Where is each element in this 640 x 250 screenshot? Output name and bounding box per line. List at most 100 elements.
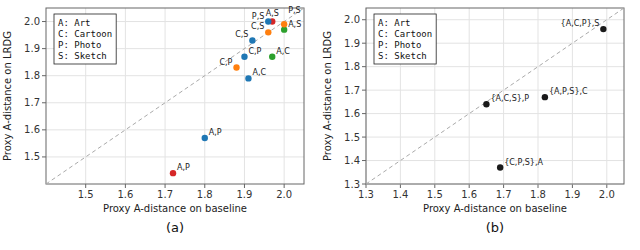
annotation-line: C: Cartoon (58, 29, 112, 39)
tick-mark (469, 184, 470, 188)
tick-mark (42, 102, 46, 103)
subplot-label: (a) (166, 220, 184, 235)
x-axis-label: Proxy A-distance on baseline (103, 203, 247, 214)
tick-mark (362, 43, 366, 44)
annotation-line: S: Sketch (58, 51, 107, 61)
tick-label: 1.9 (344, 38, 360, 49)
annotation: A: ArtC: CartoonP: PhotoS: Sketch (378, 18, 432, 61)
tick-label: 1.6 (117, 189, 133, 200)
scatter-point (241, 54, 247, 60)
tick-label: 1.5 (427, 189, 443, 200)
tick-label: 1.9 (564, 189, 580, 200)
grid-line (46, 129, 304, 130)
tick-label: 1.9 (237, 189, 253, 200)
annotation-line: A: Art (378, 18, 411, 28)
tick-label: 2.0 (599, 189, 615, 200)
scatter-point (265, 29, 271, 35)
point-label: {A,P,S},C (549, 87, 588, 96)
tick-label: 1.8 (530, 189, 546, 200)
tick-mark (503, 184, 504, 188)
grid-line (366, 160, 624, 161)
y-axis-label: Proxy A-distance on LRDG (322, 31, 333, 161)
panel: 1.31.41.51.61.71.81.92.01.31.41.51.61.71… (322, 8, 624, 235)
point-label: P,S (288, 6, 300, 15)
tick-label: 1.5 (344, 132, 360, 143)
tick-mark (572, 184, 573, 188)
data-area (46, 8, 304, 184)
plot-background (366, 8, 624, 184)
grid-line (284, 8, 285, 184)
annotation-frame (374, 14, 436, 64)
point-label: P,S (252, 12, 264, 21)
tick-label: 1.7 (24, 97, 40, 108)
tick-mark (362, 137, 366, 138)
tick-label: 1.5 (78, 189, 94, 200)
tick-mark (606, 184, 607, 188)
tick-label: 1.8 (344, 61, 360, 72)
scatter-point (600, 26, 606, 32)
tick-mark (362, 184, 366, 185)
tick-mark (204, 184, 205, 188)
scatter-point (170, 170, 176, 176)
scatter-point (233, 64, 239, 70)
scatter-point (265, 18, 271, 24)
grid-line (366, 137, 624, 138)
data-area (366, 8, 624, 184)
point-label: C,S (235, 30, 248, 39)
tick-mark (366, 184, 367, 188)
grid-line (469, 8, 470, 184)
point-label: A,S (266, 9, 279, 18)
scatter-point (281, 21, 287, 27)
grid-line (366, 66, 624, 67)
grid-line (606, 8, 607, 184)
grid-line (125, 8, 126, 184)
tick-label: 1.3 (358, 189, 374, 200)
grid-line (46, 156, 304, 157)
chart: 1.5 1.6 1.7 1.8 1.9 2.0 1.5 1.6 1.7 1.8 1.9 2.0 Prox… (0, 0, 640, 250)
annotation-line: S: Sketch (378, 51, 427, 61)
tick-label: 1.6 (344, 108, 360, 119)
annotation-box: A: ArtC: CartoonP: PhotoS: Sketch (374, 14, 436, 64)
y-axis-label: Proxy A-distance on LRDG (2, 31, 13, 161)
tick-label: 2.0 (24, 16, 40, 27)
grid-line (46, 102, 304, 103)
annotation-line: C: Cartoon (378, 29, 432, 39)
tick-mark (85, 184, 86, 188)
tick-mark (362, 66, 366, 67)
point-label: A,C (252, 68, 266, 77)
tick-label: 1.7 (496, 189, 512, 200)
tick-mark (42, 129, 46, 130)
plot-frame (46, 8, 304, 184)
tick-mark (362, 113, 366, 114)
tick-mark (362, 19, 366, 20)
point-label: A,S (288, 20, 301, 29)
point-label: {C,P,S},A (504, 158, 543, 167)
scatter-point (483, 101, 489, 107)
tick-mark (244, 184, 245, 188)
tick-mark (125, 184, 126, 188)
point-label: A,P (177, 163, 190, 172)
tick-mark (42, 48, 46, 49)
point-label: C,S (251, 22, 264, 31)
tick-label: 2.0 (276, 189, 292, 200)
scatter-point (269, 54, 275, 60)
grid-line (204, 8, 205, 184)
annotation-line: A: Art (58, 18, 91, 28)
tick-label: 1.9 (24, 43, 40, 54)
scatter-point (202, 135, 208, 141)
subplot-label: (b) (486, 220, 504, 235)
reference-line (366, 8, 624, 184)
tick-label: 1.3 (344, 179, 360, 190)
tick-mark (538, 184, 539, 188)
tick-label: 1.4 (392, 189, 408, 200)
scatter-point (245, 75, 251, 81)
x-axis-label: Proxy A-distance on baseline (423, 203, 567, 214)
point-label: C,P (219, 58, 232, 67)
point-label: {A,C,P},S (561, 19, 600, 28)
tick-label: 2.0 (344, 14, 360, 25)
tick-label: 1.8 (24, 70, 40, 81)
tick-mark (165, 184, 166, 188)
annotation-line: P: Photo (378, 40, 421, 50)
plot-frame (366, 8, 624, 184)
tick-label: 1.5 (24, 151, 40, 162)
